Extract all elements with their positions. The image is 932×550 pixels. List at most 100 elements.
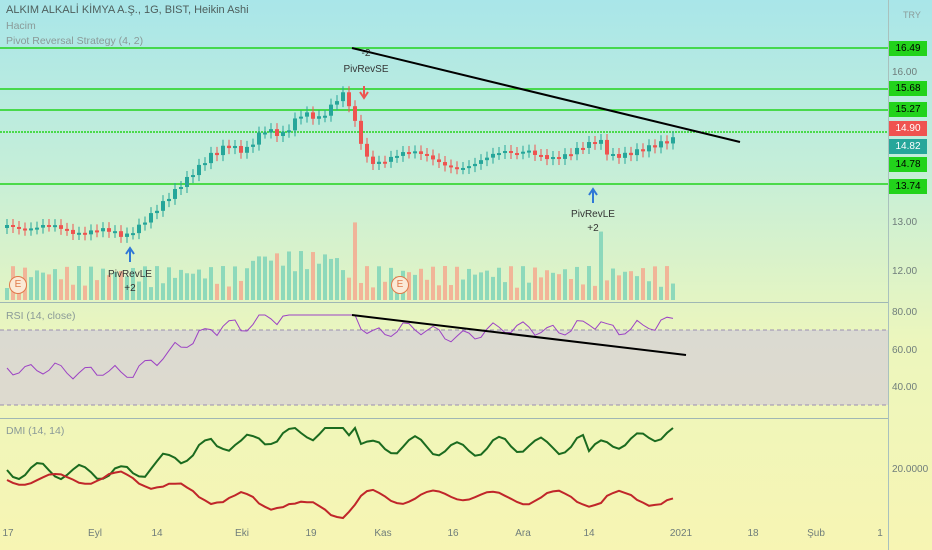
candle <box>425 153 429 156</box>
candle <box>47 225 51 228</box>
time-axis-label: Eki <box>235 528 249 539</box>
candle <box>137 224 141 234</box>
dmi-legend[interactable]: DMI (14, 14) <box>6 425 65 437</box>
candle <box>503 151 507 154</box>
volume-legend[interactable]: Hacim <box>6 20 36 32</box>
candle <box>461 167 465 170</box>
volume-bar <box>383 281 387 300</box>
earnings-badge[interactable]: E <box>9 276 27 294</box>
strategy-legend[interactable]: Pivot Reversal Strategy (4, 2) <box>6 35 144 47</box>
volume-bar <box>425 279 429 300</box>
candle <box>545 155 549 160</box>
rsi-legend[interactable]: RSI (14, close) <box>6 310 76 322</box>
candle <box>635 149 639 156</box>
long-entry-arrow <box>125 246 135 262</box>
volume-bar <box>77 266 81 300</box>
candle <box>365 143 369 157</box>
earnings-badge[interactable]: E <box>391 276 409 294</box>
volume-bar <box>575 266 579 300</box>
rsi-band <box>0 330 888 405</box>
candle <box>95 230 99 233</box>
candle <box>359 120 363 144</box>
volume-bar <box>113 271 117 300</box>
candle <box>167 198 171 202</box>
price-tag: 16.49 <box>889 41 927 56</box>
volume-bar <box>659 286 663 300</box>
candle <box>149 213 153 223</box>
currency-label: TRY <box>903 10 921 20</box>
candle <box>527 150 531 153</box>
candle <box>263 132 267 135</box>
volume-bar <box>257 256 261 300</box>
volume-bar <box>65 266 69 300</box>
time-axis-label: 19 <box>305 528 317 539</box>
candle <box>41 225 45 228</box>
candle <box>89 230 93 235</box>
price-tag: 15.68 <box>889 81 927 96</box>
candle <box>431 155 435 160</box>
volume-bar <box>209 267 213 300</box>
volume-bar <box>59 279 63 300</box>
candle <box>191 175 195 178</box>
volume-bar <box>149 287 153 300</box>
candle <box>593 142 597 145</box>
volume-bar <box>215 283 219 300</box>
volume-bar <box>281 265 285 300</box>
candle <box>551 157 555 160</box>
volume-bar <box>53 269 57 300</box>
volume-bar <box>623 271 627 300</box>
volume-bar <box>587 266 591 300</box>
candle <box>335 101 339 105</box>
pane-separator-rsi[interactable] <box>0 302 888 303</box>
volume-bar <box>413 274 417 300</box>
rsi-line <box>6 314 674 380</box>
volume-bar <box>509 266 513 300</box>
volume-bar <box>71 284 75 300</box>
time-axis-label: Şub <box>807 528 825 539</box>
time-axis-label: Ara <box>515 528 531 539</box>
volume-bar <box>479 272 483 300</box>
candle <box>11 225 15 227</box>
volume-bar <box>359 282 363 300</box>
candle <box>53 225 57 228</box>
candle <box>539 154 543 157</box>
candle <box>647 145 651 152</box>
volume-bar <box>119 270 123 300</box>
candle <box>239 145 243 153</box>
candle <box>209 152 213 164</box>
pane-separator-dmi[interactable] <box>0 418 888 419</box>
volume-bar <box>515 287 519 300</box>
time-axis-label: 2021 <box>669 528 693 539</box>
symbol-title[interactable]: ALKIM ALKALİ KİMYA A.Ş., 1G, BIST, Heiki… <box>6 4 249 16</box>
volume-bar <box>275 253 279 300</box>
candle <box>659 141 663 148</box>
candle <box>197 164 201 176</box>
candle <box>215 152 219 156</box>
candle <box>491 153 495 158</box>
candle <box>671 137 675 144</box>
volume-bar <box>131 267 135 300</box>
volume-bar <box>161 283 165 300</box>
candle <box>467 166 471 169</box>
volume-bar <box>305 269 309 300</box>
candle <box>401 152 405 156</box>
volume-bar <box>251 260 255 300</box>
volume-bar <box>191 273 195 300</box>
candle <box>605 139 609 155</box>
volume-bar <box>539 277 543 300</box>
long-entry-label: PivRevLE <box>108 269 152 280</box>
candle <box>107 228 111 232</box>
long-entry-qty: +2 <box>587 223 599 234</box>
volume-bar <box>671 283 675 300</box>
candle <box>323 115 327 118</box>
price-tag: 15.27 <box>889 102 927 117</box>
volume-bar <box>245 268 249 300</box>
volume-bar <box>287 251 291 300</box>
volume-bar <box>101 268 105 300</box>
candle <box>83 232 87 235</box>
volume-bar <box>341 270 345 300</box>
volume-bar <box>443 266 447 300</box>
candle <box>119 231 123 237</box>
candle <box>245 146 249 153</box>
